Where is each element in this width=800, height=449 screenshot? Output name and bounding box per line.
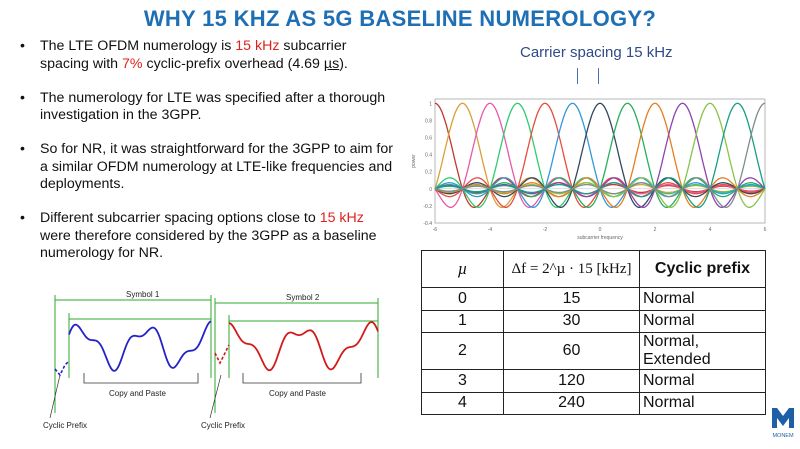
y-tick-label: 0 — [429, 187, 432, 193]
bullet-dot: • — [20, 89, 25, 106]
cyclic-prefix-diagram: Symbol 1 Symbol 2 Copy and Paste Copy an… — [38, 283, 388, 443]
cp-arrow-2 — [209, 374, 222, 419]
x-axis-label: subcarrier frequency — [577, 235, 623, 241]
bullet-lte-specified: • The numerology for LTE was specified a… — [20, 89, 386, 124]
symbol1-cyclic-prefix-wave — [54, 360, 70, 377]
table-row: 3 120 Normal — [421, 369, 766, 393]
header-mu: µ — [421, 250, 504, 288]
y-tick-label: 1 — [429, 101, 432, 107]
x-tick-label: 6 — [764, 227, 767, 233]
spacing-marker-right — [598, 68, 599, 84]
bullet-nr-aim: • So for NR, it was straightforward for … — [20, 141, 393, 192]
x-tick-label: -4 — [488, 227, 493, 233]
y-tick-label: 0.8 — [425, 118, 432, 124]
monem-logo: MONEM — [768, 404, 798, 444]
y-tick-label: -0.4 — [423, 221, 432, 227]
bullet-dot: • — [20, 141, 25, 157]
x-tick-label: 0 — [599, 227, 602, 233]
y-axis-label: power — [411, 154, 417, 168]
y-tick-label: 0.6 — [425, 135, 432, 141]
table-row: 1 30 Normal — [421, 309, 766, 333]
x-tick-label: 4 — [709, 227, 712, 233]
logo-mark-icon: MONEM — [772, 408, 794, 439]
header-cyclic-prefix: Cyclic prefix — [639, 250, 766, 288]
cp-arrow-1 — [49, 374, 61, 419]
x-tick-label: 2 — [654, 227, 657, 233]
cyclic-prefix-label-2: Cyclic Prefix — [201, 421, 245, 430]
y-tick-label: -0.2 — [423, 204, 432, 210]
symbol2-cyclic-prefix-wave — [214, 344, 230, 365]
carrier-spacing-label: Carrier spacing 15 kHz — [520, 44, 673, 61]
bullet-spacing-options: • Different subcarrier spacing options c… — [20, 210, 377, 261]
y-tick-label: 0.4 — [425, 153, 432, 159]
page-title: WHY 15 KHZ AS 5G BASELINE NUMEROLOGY? — [143, 6, 657, 31]
spectrum-svg: 1 0.8 0.6 0.4 0.2 0 -0.2 -0.4-6 -4 -2 0 2 4 6 power sub… — [411, 98, 767, 241]
spacing-marker-left — [577, 68, 578, 84]
cyclic-prefix-label-1: Cyclic Prefix — [43, 421, 87, 430]
symbol2-waveform — [228, 321, 379, 372]
symbol1-label: Symbol 1 — [126, 290, 160, 299]
plot-frame — [434, 98, 766, 224]
bullet-dot: • — [20, 38, 25, 54]
symbol1-waveform — [68, 320, 212, 372]
bullet-lte-numerology: • The LTE OFDM numerology is 15 kHz subc… — [20, 38, 348, 72]
numerology-table: µ Δf = 2^µ · 15 [kHz] Cyclic prefix 0 15 N… — [421, 250, 766, 415]
x-tick-label: -6 — [433, 227, 438, 233]
bullet-dot: • — [20, 210, 25, 226]
symbol2-label: Symbol 2 — [286, 293, 320, 302]
copy-paste-label-1: Copy and Paste — [109, 389, 166, 398]
header-delta-f: Δf = 2^µ · 15 [kHz] — [503, 250, 640, 288]
table-row: 2 60 Normal, Extended — [421, 332, 766, 370]
logo-text: MONEM — [772, 433, 794, 439]
cyclic-prefix-svg: Symbol 1 Symbol 2 Copy and Paste Copy an… — [43, 290, 379, 430]
table-row: 0 15 Normal — [421, 287, 766, 311]
copy-paste-label-2: Copy and Paste — [269, 389, 326, 398]
copy-bracket-2 — [242, 373, 362, 384]
bullet-list: • The LTE OFDM numerology is 15 kHz subc… — [18, 38, 398, 279]
y-tick-label: 0.2 — [425, 170, 432, 176]
table-row: 4 240 Normal — [421, 391, 766, 415]
x-tick-label: -2 — [543, 227, 548, 233]
copy-bracket-1 — [83, 373, 199, 384]
subcarrier-curve — [434, 102, 766, 208]
subcarrier-spectrum-plot: 1 0.8 0.6 0.4 0.2 0 -0.2 -0.4 -6 -4 -2 0 2 4 6 power sub… — [405, 95, 770, 243]
